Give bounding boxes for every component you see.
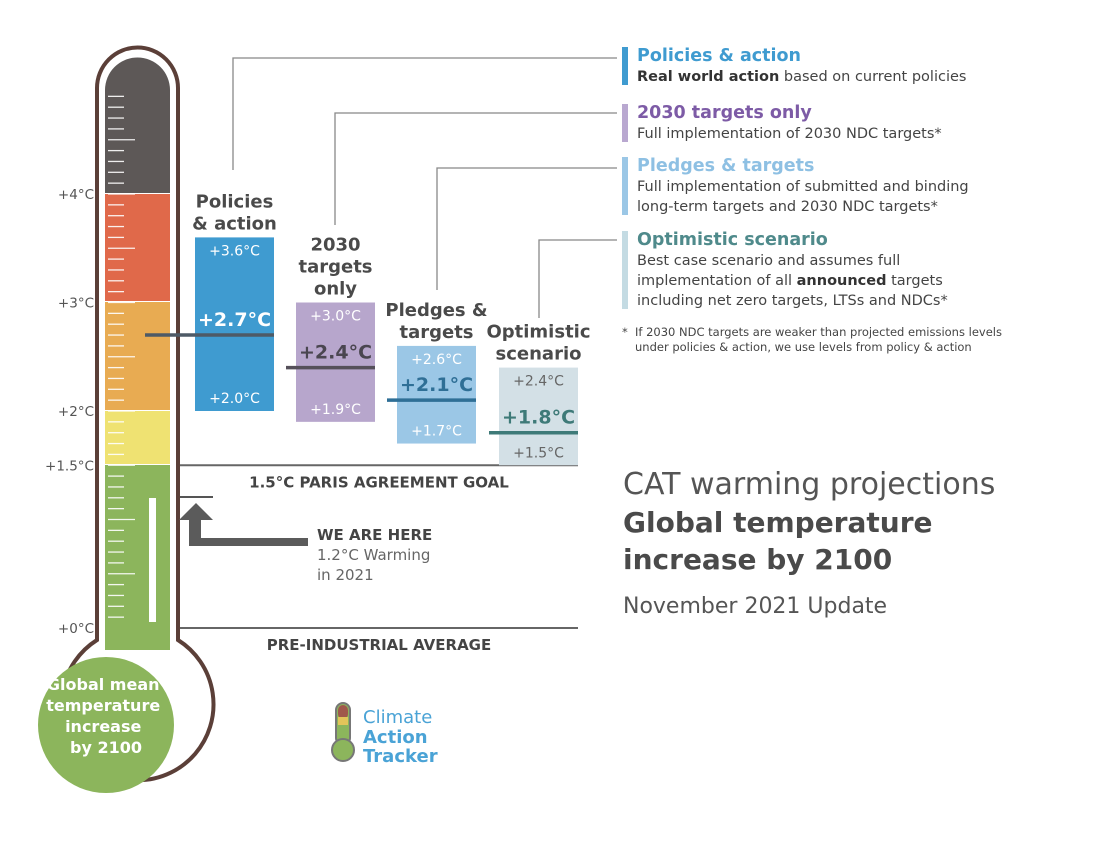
high-label: +2.4°C [513,374,564,390]
legend-title: Optimistic scenario [637,230,828,250]
median-label: +2.4°C [299,342,372,364]
svg-text:Global mean temperature: Global mean temperature increase by 2100 [46,675,166,757]
range-bar [296,302,375,422]
scenario-name: only [314,279,357,300]
bulb-text: increase [65,717,141,736]
connector-lines [232,57,617,318]
chart-title-block: CAT warming projections Global temperatu… [623,466,995,622]
legend-optimistic: Optimistic scenario Best case scenario a… [622,229,948,311]
axis-tick-label: +0°C [58,621,94,637]
median-label: +2.7°C [198,309,271,331]
low-label: +1.5°C [513,445,564,461]
thermo-band-yellow [105,411,170,464]
low-label: +1.9°C [310,402,361,418]
thermo-bulb [38,657,174,793]
we-are-here-year: in 2021 [317,566,374,584]
high-label: +3.6°C [209,243,260,259]
cat-logo: Climate Action Tracker [331,702,438,767]
reference-lines: 1.5°C PARIS AGREEMENT GOAL PRE-INDUSTRIAL… [180,464,578,654]
we-are-here-value: 1.2°C Warming [317,546,430,564]
current-level-marker [149,498,156,622]
low-label: +2.0°C [209,391,260,407]
legend-desc: Full implementation of submitted and bin… [637,179,969,195]
temperature-axis: +4°C +3°C +2°C +1.5°C +0°C [45,187,94,637]
range-bar [397,345,476,444]
legend-bold: Real world action [637,69,780,85]
scenario-name: targets [399,322,473,343]
legend-desc: based on current policies [779,69,967,85]
logo-text: Climate [363,707,432,728]
axis-tick-label: +3°C [58,296,94,312]
scenario-name: Optimistic [486,322,590,343]
legend-2030-targets: 2030 targets only Full implementation of… [622,102,942,144]
axis-tick-label: +2°C [58,404,94,420]
legend-title: 2030 targets only [637,103,812,123]
scenario-name: & action [192,213,277,234]
chart-subtitle: Global temperature increase by 2100 [623,506,933,576]
scenario-name: Pledges & [385,300,487,321]
axis-tick-label: +4°C [58,187,94,203]
scenario-name: targets [298,257,372,278]
chart-title: CAT warming projections [623,467,996,502]
high-label: +2.6°C [411,352,462,368]
thermometer: Global mean temperature increase by 2100 [38,45,216,793]
update-date: November 2021 Update [623,594,888,619]
we-are-here: WE ARE HERE 1.2°C Warming in 2021 [179,496,432,584]
legend-title: Policies & action [637,46,801,66]
reference-line-label: 1.5°C PARIS AGREEMENT GOAL [249,473,509,491]
range-bar [499,367,578,466]
thermo-band-green [105,465,170,651]
legend-desc: implementation of all [637,273,797,289]
thermo-band-red [105,194,170,301]
range-bar [195,237,274,411]
we-are-here-title: WE ARE HERE [317,526,432,544]
reference-line-label: PRE-INDUSTRIAL AVERAGE [267,636,492,654]
scenario-name: 2030 [310,235,360,256]
legend-desc: Full implementation of 2030 NDC targets* [637,126,942,142]
thermo-ticks [108,95,135,618]
legend-desc: including net zero targets, LTSs and NDC… [637,293,948,309]
legend-desc: Best case scenario and assumes full [637,253,901,269]
logo-text: Tracker [363,746,438,767]
axis-tick-label: +1.5°C [45,458,94,474]
arrow-icon [179,503,308,546]
scenario-name: Policies [196,191,274,212]
thermo-band-orange [105,302,170,410]
low-label: +1.7°C [411,424,462,440]
legend-bold: announced [796,273,887,289]
legend-desc: long-term targets and 2030 NDC targets* [637,199,938,215]
median-label: +2.1°C [400,374,473,396]
legend-title: Pledges & targets [637,156,815,176]
bulb-text: by 2100 [70,738,142,757]
scenario-name: scenario [496,344,582,365]
median-label: +1.8°C [502,407,575,429]
legend-pledges: Pledges & targets Full implementation of… [622,155,969,217]
high-label: +3.0°C [310,309,361,325]
scenario-bars: +3.6°C +2.0°C +2.7°C Policies& action +3.0°C… [145,191,591,466]
footnote: * If 2030 NDC targets are weaker than pro… [622,325,1002,354]
logo-text: Action [363,727,428,748]
legend-desc: targets [886,273,943,289]
bulb-text: temperature [46,696,160,715]
thermo-band-gray [105,57,170,193]
legend-policies: Policies & action Real world action base… [622,45,966,87]
bulb-text: Global mean [47,675,160,694]
